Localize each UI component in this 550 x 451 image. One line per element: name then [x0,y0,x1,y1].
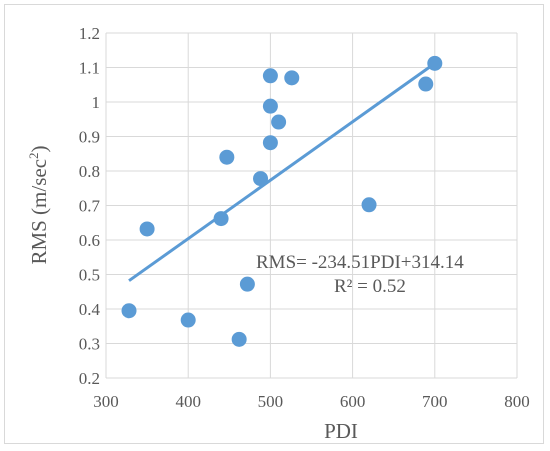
x-tick-label: 300 [93,392,119,411]
y-axis-title-close: ) [27,145,51,152]
data-point [219,149,235,165]
data-point [418,76,434,92]
x-tick-label: 400 [175,392,201,411]
x-tick-label: 800 [504,392,530,411]
y-tick-label: 0.7 [79,197,101,216]
y-tick-labels: 0.2 0.3 0.4 0.5 0.6 0.7 0.8 0.9 1 1.1 1.2 [79,24,101,388]
y-tick-label: 0.2 [79,369,100,388]
trendline-equation: RMS= -234.51PDI+314.14 [256,252,464,273]
data-point [262,68,278,84]
data-point [213,211,229,227]
data-point [262,135,278,151]
data-point [253,171,269,187]
x-tick-labels: 300 400 500 600 700 800 [93,392,530,411]
data-point [139,221,155,237]
y-axis-title-main: RMS (m/sec [27,159,51,265]
data-point [239,276,255,292]
y-tick-label: 0.6 [79,231,100,250]
y-axis-title: RMS (m/sec2) [26,145,51,264]
y-tick-label: 0.8 [79,162,100,181]
x-tick-label: 600 [340,392,366,411]
data-point [121,303,137,319]
data-point [427,55,443,71]
y-tick-label: 1 [92,93,101,112]
gridlines [105,32,518,379]
data-point [284,70,300,86]
y-tick-label: 1.2 [79,24,100,43]
x-axis-title: PDI [324,419,358,443]
y-tick-label: 0.4 [79,300,101,319]
x-tick-label: 500 [258,392,284,411]
r-squared-label: R² = 0.52 [334,276,406,297]
data-point [180,312,196,328]
y-axis-title-superscript: 2 [26,152,41,159]
data-points [121,55,443,347]
x-tick-label: 700 [422,392,448,411]
y-tick-label: 0.5 [79,266,100,285]
y-tick-label: 0.3 [79,335,100,354]
y-tick-label: 1.1 [79,59,100,78]
data-point [361,197,377,213]
data-point [231,331,247,347]
y-tick-label: 0.9 [79,128,100,147]
data-point [271,114,287,130]
data-point [262,98,278,114]
trendline [128,62,436,282]
